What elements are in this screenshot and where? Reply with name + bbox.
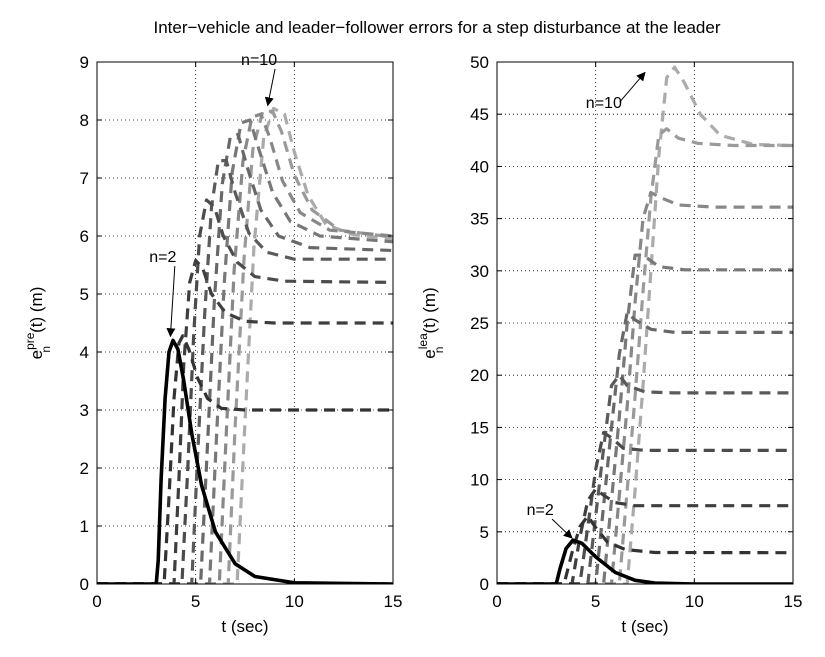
x-tick-label: 0 (492, 592, 501, 611)
annotation-label: n=2 (527, 502, 554, 519)
y-axis-label: epre n (t) (m) (23, 287, 53, 360)
y-tick-label: 35 (470, 210, 489, 229)
y-tick-label: 6 (80, 227, 89, 246)
y-tick-label: 45 (470, 105, 489, 124)
y-tick-label: 25 (470, 314, 489, 333)
series-line-7 (97, 118, 393, 584)
y-tick-label: 40 (470, 157, 489, 176)
x-tick-label: 0 (92, 592, 101, 611)
series-line-5 (497, 373, 793, 584)
y-tick-label: 9 (80, 53, 89, 72)
series-line-3 (497, 487, 793, 584)
axes-frame (96, 61, 394, 585)
series-line-2 (97, 334, 393, 584)
figure-title: Inter−vehicle and leader−follower errors… (154, 18, 721, 37)
series-group (497, 65, 793, 584)
annotation-arrow (619, 71, 646, 103)
chart-left: 0 5 10 15 0 1 2 3 4 5 6 7 8 9 t (sec) epre n (t) (m) n=2 n=… (23, 52, 402, 636)
series-line-8 (97, 112, 393, 584)
series-line-4 (97, 198, 393, 584)
y-tick-label: 5 (80, 285, 89, 304)
y-tick-label: 8 (80, 111, 89, 130)
y-label-tail: (t) (m) (27, 287, 46, 333)
x-tick-label: 5 (191, 592, 200, 611)
annotation-label: n=10 (241, 52, 277, 69)
y-tick-label: 5 (480, 523, 489, 542)
series-line-4 (497, 431, 793, 584)
y-axis-label: elean (t) (m) (416, 287, 446, 358)
x-tick-label: 10 (285, 592, 304, 611)
annotation-arrow (264, 68, 276, 107)
series-line-3 (97, 258, 393, 584)
annotation-arrow (551, 518, 573, 539)
x-tick-label: 5 (591, 592, 600, 611)
y-label-subscript: n (39, 346, 53, 353)
series-line-8 (497, 190, 793, 584)
series-line-6 (497, 311, 793, 584)
annotation-label: n=10 (586, 95, 622, 112)
x-axis-label: t (sec) (221, 617, 268, 636)
y-tick-label: 20 (470, 366, 489, 385)
series-line-5 (97, 159, 393, 584)
plot-area (97, 62, 393, 584)
series-line-2 (497, 514, 793, 584)
y-label-superscript: lea (416, 333, 430, 349)
y-label-subscript: n (432, 347, 446, 354)
y-tick-label: 0 (480, 575, 489, 594)
y-tick-label: 1 (80, 517, 89, 536)
y-tick-label: 0 (80, 575, 89, 594)
series-line-1 (497, 538, 793, 584)
series-line-1 (97, 338, 393, 584)
annotation-label: n=2 (149, 249, 176, 266)
chart-right: 0 5 10 15 0 5 10 15 20 25 30 35 40 45 50 t (sec) elean (t… (416, 53, 802, 636)
series-line-9 (97, 109, 393, 584)
y-label-main: e (27, 350, 46, 359)
y-tick-label: 50 (470, 53, 489, 72)
y-tick-label: 3 (80, 401, 89, 420)
y-label-superscript: pre (23, 332, 37, 350)
x-tick-label: 10 (685, 592, 704, 611)
x-axis-label: t (sec) (621, 617, 668, 636)
x-tick-label: 15 (384, 592, 403, 611)
y-tick-label: 2 (80, 459, 89, 478)
series-line-10 (497, 65, 793, 584)
y-label-tail: (t) (m) (420, 287, 439, 333)
y-tick-label: 4 (80, 343, 89, 362)
series-group (97, 106, 393, 584)
series-line-10 (97, 106, 393, 584)
y-label-main: e (420, 349, 439, 358)
y-tick-label: 30 (470, 262, 489, 281)
x-tick-label: 15 (784, 592, 803, 611)
y-tick-label: 15 (470, 418, 489, 437)
series-line-6 (97, 132, 393, 584)
y-tick-label: 10 (470, 471, 489, 490)
annotation-arrow (166, 266, 176, 338)
y-tick-label: 7 (80, 169, 89, 188)
